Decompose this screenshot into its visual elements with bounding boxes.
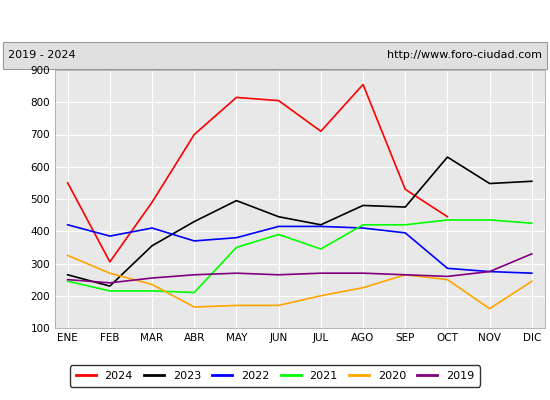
Legend: 2024, 2023, 2022, 2021, 2020, 2019: 2024, 2023, 2022, 2021, 2020, 2019 [70,366,480,386]
Text: 2019 - 2024: 2019 - 2024 [8,50,76,60]
Text: Evolucion Nº Turistas Extranjeros en el municipio de Aroche: Evolucion Nº Turistas Extranjeros en el … [40,13,510,27]
Text: http://www.foro-ciudad.com: http://www.foro-ciudad.com [387,50,542,60]
FancyBboxPatch shape [3,42,547,68]
